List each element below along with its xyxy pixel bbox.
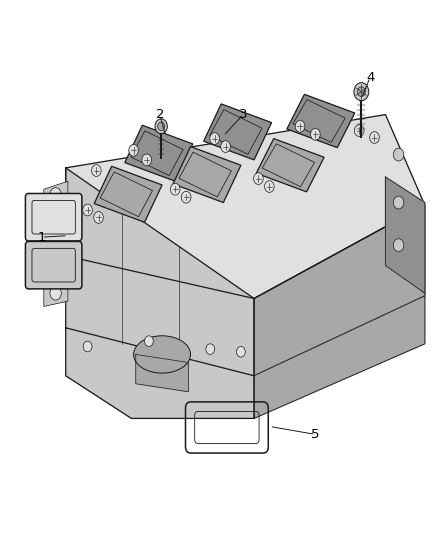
Polygon shape [94,166,162,222]
Text: 2: 2 [155,108,164,121]
Circle shape [354,125,364,136]
Polygon shape [254,296,425,418]
Circle shape [393,196,404,209]
Polygon shape [66,115,425,298]
Circle shape [393,239,404,252]
Circle shape [354,83,369,101]
Circle shape [129,144,138,156]
Circle shape [50,188,61,201]
Circle shape [83,341,92,352]
Circle shape [370,132,379,143]
Text: 3: 3 [239,108,247,121]
Polygon shape [125,125,193,181]
Circle shape [210,133,219,144]
Circle shape [254,173,263,184]
Polygon shape [136,354,188,392]
FancyBboxPatch shape [25,193,82,241]
Polygon shape [44,181,68,208]
Polygon shape [173,147,241,203]
Polygon shape [44,229,68,256]
Circle shape [83,204,92,216]
Circle shape [181,191,191,203]
Circle shape [393,148,404,161]
Circle shape [158,122,165,131]
Circle shape [145,336,153,346]
Circle shape [50,286,61,300]
Text: 1: 1 [37,231,46,244]
Circle shape [142,154,152,166]
Polygon shape [66,168,254,376]
Circle shape [155,119,167,134]
Text: 4: 4 [366,71,374,84]
Text: 5: 5 [311,428,320,441]
Circle shape [237,346,245,357]
Polygon shape [204,104,272,160]
Circle shape [50,236,61,249]
Circle shape [92,165,101,176]
Circle shape [206,344,215,354]
Polygon shape [385,177,425,293]
FancyBboxPatch shape [25,241,82,289]
Circle shape [221,141,230,152]
Circle shape [295,120,305,132]
Circle shape [311,128,320,140]
Polygon shape [254,205,425,376]
Polygon shape [287,94,355,148]
Ellipse shape [134,336,191,373]
Polygon shape [256,139,324,192]
Circle shape [265,181,274,192]
Circle shape [170,183,180,195]
Circle shape [357,87,365,96]
Polygon shape [66,328,254,418]
Polygon shape [44,280,68,306]
Circle shape [94,212,103,223]
